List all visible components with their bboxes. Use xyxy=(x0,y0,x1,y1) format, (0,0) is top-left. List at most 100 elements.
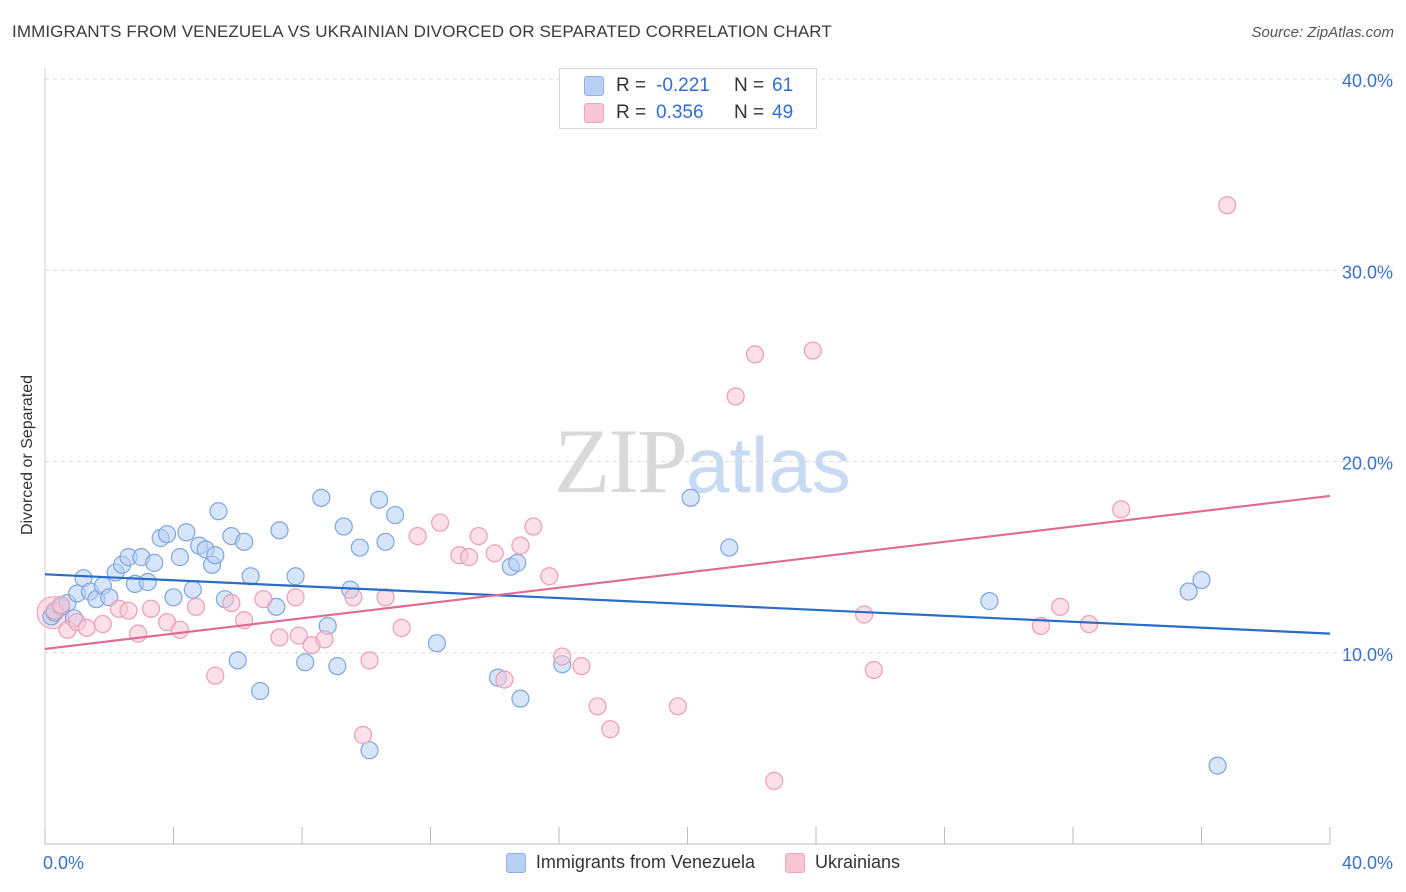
data-point-ukrainian xyxy=(1051,597,1070,616)
data-point-ukrainian xyxy=(222,593,241,613)
data-point-ukrainian xyxy=(864,660,883,680)
y-tick-label: 30.0% xyxy=(1342,262,1393,282)
data-point-venezuela xyxy=(386,505,405,525)
data-point-ukrainian xyxy=(485,544,504,563)
data-point-venezuela xyxy=(1208,756,1227,775)
data-point-ukrainian xyxy=(668,697,687,716)
data-point-venezuela xyxy=(228,651,247,670)
data-point-ukrainian xyxy=(186,597,206,616)
data-point-venezuela xyxy=(508,553,527,572)
data-point-ukrainian xyxy=(524,517,543,536)
data-point-ukrainian xyxy=(803,341,822,360)
data-point-ukrainian xyxy=(855,605,874,624)
legend-swatch-pink xyxy=(785,852,806,873)
data-point-ukrainian xyxy=(553,647,572,666)
data-point-ukrainian xyxy=(540,567,559,586)
r-value: -0.221 xyxy=(656,75,710,96)
legend-swatch-blue xyxy=(505,852,526,873)
series-legend: Immigrants from Venezuela Ukrainians xyxy=(0,852,1406,873)
data-point-ukrainian xyxy=(469,526,488,546)
data-point-ukrainian xyxy=(51,595,71,615)
x-tick-label: 40.0% xyxy=(1342,853,1393,873)
data-point-venezuela xyxy=(427,634,447,653)
data-point-venezuela xyxy=(1179,582,1198,601)
data-point-venezuela xyxy=(296,653,315,672)
data-point-venezuela xyxy=(157,525,177,544)
data-point-venezuela xyxy=(235,532,254,551)
y-tick-label: 40.0% xyxy=(1342,71,1393,91)
data-point-venezuela xyxy=(980,592,999,611)
data-point-ukrainian xyxy=(141,599,161,618)
y-tick-label: 20.0% xyxy=(1342,454,1393,474)
data-point-venezuela xyxy=(334,517,353,536)
data-point-ukrainian xyxy=(572,657,591,676)
data-point-ukrainian xyxy=(376,588,395,607)
data-point-venezuela xyxy=(145,553,164,572)
data-point-venezuela xyxy=(681,488,700,507)
chart-title: IMMIGRANTS FROM VENEZUELA VS UKRAINIAN D… xyxy=(12,22,832,41)
data-point-venezuela xyxy=(370,490,389,509)
data-point-venezuela xyxy=(270,521,289,540)
source-label: Source: ZipAtlas.com xyxy=(1251,24,1394,41)
legend-label-ukrainians: Ukrainians xyxy=(815,852,901,872)
correlation-legend: R = -0.221 N = 61 R = 0.356 N = 49 xyxy=(559,68,817,129)
legend-swatch-blue xyxy=(584,76,604,96)
data-point-venezuela xyxy=(241,567,260,586)
data-point-ukrainian xyxy=(170,620,190,639)
data-point-ukrainian xyxy=(726,387,745,406)
data-point-ukrainian xyxy=(1218,196,1237,215)
data-point-ukrainian xyxy=(344,588,363,607)
data-point-venezuela xyxy=(328,657,347,676)
n-label: N = xyxy=(734,102,765,123)
data-point-venezuela xyxy=(376,532,395,551)
n-label: N = xyxy=(734,75,765,96)
data-point-ukrainian xyxy=(360,651,379,670)
data-point-venezuela xyxy=(164,588,183,607)
data-point-venezuela xyxy=(209,502,228,521)
data-point-ukrainian xyxy=(1031,616,1050,636)
data-point-venezuela xyxy=(1192,570,1211,590)
legend-item-ukrainians[interactable]: Ukrainians xyxy=(785,852,900,873)
data-point-venezuela xyxy=(286,567,305,586)
data-point-venezuela xyxy=(350,538,369,557)
data-point-ukrainian xyxy=(77,618,96,637)
data-point-venezuela xyxy=(312,488,331,507)
legend-label-venezuela: Immigrants from Venezuela xyxy=(535,852,756,872)
watermark-atlas: atlas xyxy=(686,421,851,509)
data-point-ukrainian xyxy=(93,614,112,634)
data-point-ukrainian xyxy=(315,630,334,649)
data-point-venezuela xyxy=(138,572,157,592)
data-point-ukrainian xyxy=(392,618,411,637)
legend-swatch-pink xyxy=(584,103,604,123)
data-point-ukrainian xyxy=(408,526,427,546)
data-point-venezuela xyxy=(360,741,379,760)
data-point-venezuela xyxy=(206,546,225,565)
legend-row-venezuela: R = -0.221 N = 61 xyxy=(584,75,793,97)
r-label: R = xyxy=(616,102,647,123)
n-value: 49 xyxy=(772,102,794,123)
data-point-ukrainian xyxy=(588,697,607,716)
data-point-ukrainian xyxy=(511,536,530,555)
data-point-ukrainian xyxy=(765,771,784,790)
legend-item-venezuela[interactable]: Immigrants from Venezuela xyxy=(505,852,756,873)
data-point-ukrainian xyxy=(1112,500,1131,519)
r-value: 0.356 xyxy=(656,102,704,123)
data-point-ukrainian xyxy=(270,628,289,647)
data-point-ukrainian xyxy=(495,670,514,689)
data-point-ukrainian xyxy=(119,601,138,620)
data-point-ukrainian xyxy=(206,666,225,685)
data-point-ukrainian xyxy=(286,588,305,607)
r-label: R = xyxy=(616,75,647,96)
data-point-venezuela xyxy=(170,548,190,567)
data-point-ukrainian xyxy=(601,720,620,739)
data-point-ukrainian xyxy=(745,345,765,364)
data-point-venezuela xyxy=(511,689,530,708)
data-point-ukrainian xyxy=(431,513,450,532)
y-tick-label: 10.0% xyxy=(1342,645,1393,665)
data-point-ukrainian xyxy=(1079,614,1099,634)
n-value: 61 xyxy=(772,75,794,96)
trend-line-ukrainian xyxy=(44,494,1331,651)
data-point-venezuela xyxy=(177,523,196,542)
data-point-ukrainian xyxy=(459,548,479,567)
